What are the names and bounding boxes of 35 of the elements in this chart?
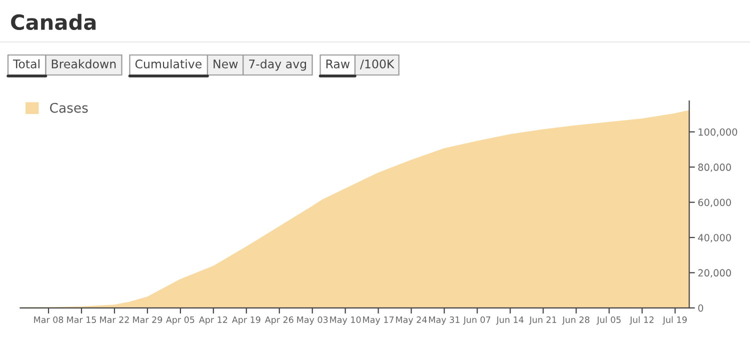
text: New [214,60,238,68]
text: Breakdown [52,59,116,68]
x-tick-label: Mar 22 [100,316,129,324]
y-tick-label: 0 [698,304,704,312]
x-tick-label: Jun 28 [562,316,590,325]
x-tick-label: Jun 07 [462,316,490,325]
y-tick-label: 40,000 [698,234,731,242]
x-tick-label: Jul 05 [596,316,621,325]
x-tick-label: Apr 26 [264,316,294,325]
x-tick-label: May 31 [429,316,460,325]
y-tick-label: 60,000 [698,198,731,208]
text: Raw [326,60,350,68]
x-tick-label: Jun 21 [528,316,556,325]
x-tick-label: Mar 15 [67,316,96,324]
chart-title: Canada [11,14,96,30]
y-tick-label: 20,000 [698,269,731,278]
text: Cumulative [135,59,202,68]
x-tick-label: Apr 12 [198,316,228,325]
y-tick-label: 80,000 [698,164,731,172]
x-tick-label: May 03 [297,316,328,325]
x-tick-label: May 24 [396,316,427,325]
x-tick-label: Jul 19 [662,316,687,325]
x-tick-label: Jul 12 [629,316,654,325]
x-tick-label: Mar 29 [133,316,162,324]
legend-label: Cases [50,102,88,113]
x-tick-label: May 10 [330,316,361,325]
x-tick-label: Apr 19 [232,316,260,325]
text: Total [12,59,40,68]
x-tick-label: Jun 14 [496,316,524,325]
y-tick-label: 100,000 [698,128,738,137]
text: 7-day avg [249,59,306,71]
x-tick-label: Mar 08 [34,316,64,324]
x-tick-label: Apr 05 [166,316,194,325]
text: /100K [360,59,394,70]
x-tick-label: May 17 [363,316,394,325]
